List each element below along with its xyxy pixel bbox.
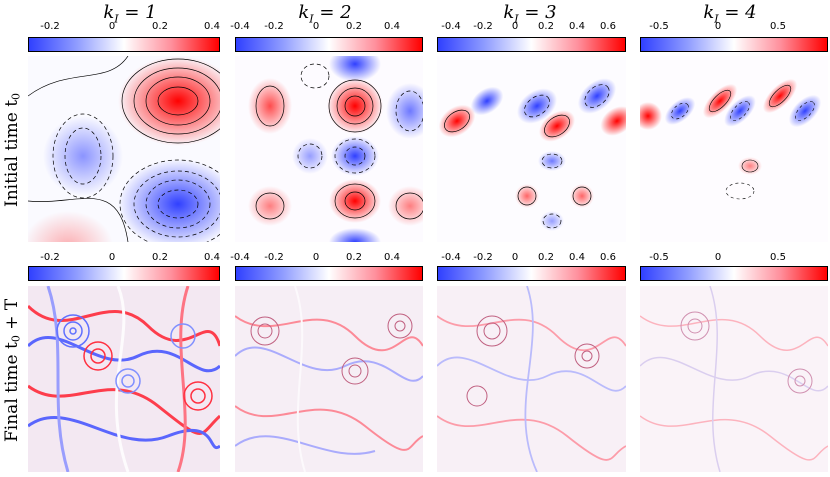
tick-label: 0.4: [569, 21, 585, 32]
tick-label: 0: [108, 21, 116, 32]
panel-final-k4: [640, 286, 828, 472]
tick-label: 0.4: [204, 252, 220, 263]
tick-label: -0.4: [441, 252, 461, 263]
tick-label: 0.4: [204, 21, 220, 32]
tick-label: 0: [108, 252, 116, 263]
tick-label: 0: [312, 21, 320, 32]
tick-label: -0.5: [649, 252, 669, 263]
column-title-k1: kI = 1: [103, 2, 157, 26]
panel-initial-k2: [235, 56, 423, 242]
tick-label: -0.4: [230, 252, 250, 263]
tick-label: 0.2: [152, 252, 168, 263]
column-title-k3: kI = 3: [503, 2, 557, 26]
tick-label: 0.2: [538, 21, 554, 32]
column-title-k4: kI = 4: [703, 2, 757, 26]
panel-initial-k4: [640, 56, 828, 242]
tick-label: 0.2: [346, 21, 362, 32]
tick-label: -0.2: [264, 252, 284, 263]
colorbar-top-k1: [28, 37, 220, 52]
colorbar-top-k4: [640, 37, 828, 52]
tick-label: 0.5: [770, 21, 786, 32]
row-label-final: Final time t0 + T: [2, 298, 23, 442]
tick-label: 0.6: [600, 252, 616, 263]
tick-label: 0: [511, 21, 519, 32]
panel-initial-k1: [28, 56, 220, 242]
tick-label: 0.2: [152, 21, 168, 32]
tick-label: -0.2: [40, 252, 60, 263]
tick-label: -0.5: [649, 21, 669, 32]
tick-label: 0.4: [384, 252, 400, 263]
tick-label: -0.2: [473, 252, 493, 263]
tick-label: 0.4: [384, 21, 400, 32]
tick-label: -0.4: [441, 21, 461, 32]
tick-label: 0: [312, 252, 320, 263]
tick-label: 0.5: [770, 252, 786, 263]
tick-label: -0.2: [40, 21, 60, 32]
colorbar-top-k3: [437, 37, 626, 52]
tick-label: 0: [714, 21, 722, 32]
tick-label: 0.4: [569, 252, 585, 263]
colorbar-top-k2: [235, 37, 423, 52]
panel-final-k2: [235, 286, 423, 472]
panel-final-k1: [28, 286, 220, 472]
panel-final-k3: [437, 286, 626, 472]
row-label-initial: Initial time t0: [2, 92, 23, 208]
colorbar-bottom-k3: [437, 266, 626, 281]
tick-label: -0.4: [230, 21, 250, 32]
colorbar-bottom-k1: [28, 266, 220, 281]
colorbar-bottom-k2: [235, 266, 423, 281]
column-title-k2: kI = 2: [298, 2, 352, 26]
tick-label: 0: [511, 252, 519, 263]
colorbar-bottom-k4: [640, 266, 828, 281]
tick-label: -0.2: [264, 21, 284, 32]
tick-label: 0.6: [600, 21, 616, 32]
tick-label: -0.2: [473, 21, 493, 32]
tick-label: 0: [714, 252, 722, 263]
tick-label: 0.2: [538, 252, 554, 263]
tick-label: 0.2: [346, 252, 362, 263]
panel-initial-k3: [437, 56, 626, 242]
